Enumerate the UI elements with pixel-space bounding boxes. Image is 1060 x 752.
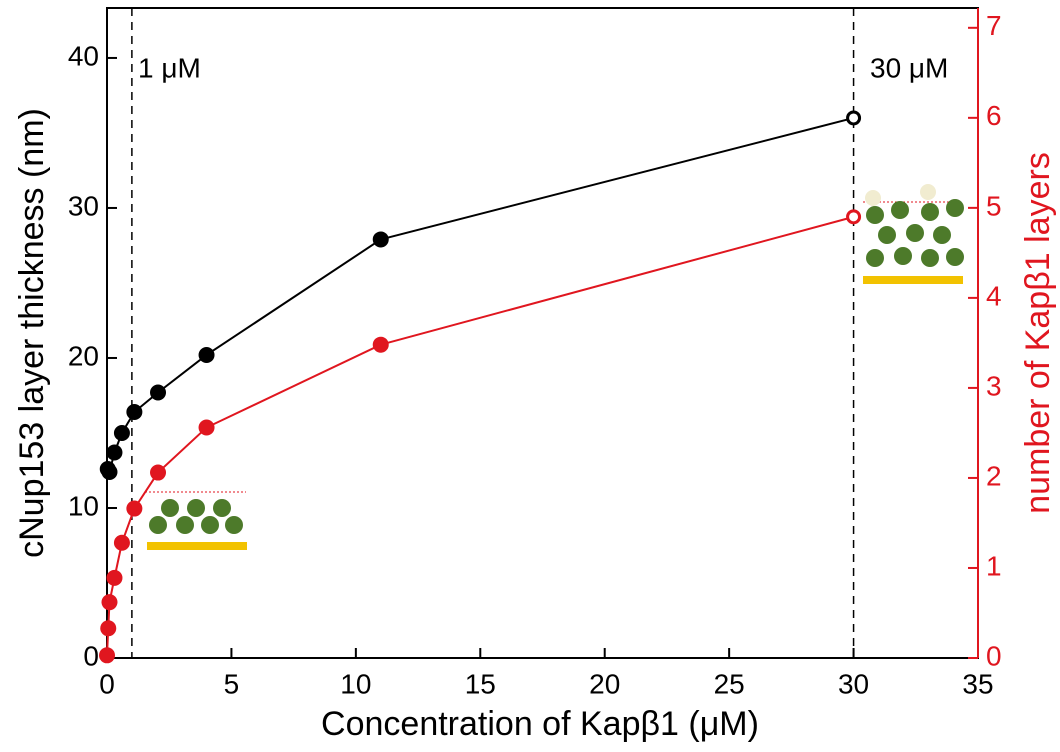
inset-particle — [213, 499, 231, 517]
inset-particle — [921, 249, 939, 267]
data-point — [101, 463, 118, 480]
y-axis-label: cNup153 layer thickness (nm) — [13, 108, 51, 558]
y2-tick-label: 4 — [986, 280, 1002, 311]
data-point — [106, 569, 123, 586]
inset-particle — [921, 203, 939, 221]
x-tick-label: 30 — [838, 668, 869, 699]
x-axis-label: Concentration of Kapβ1 (μM) — [321, 705, 759, 743]
inset-particle — [946, 199, 964, 217]
data-point — [126, 500, 143, 517]
inset-particle — [933, 226, 951, 244]
data-point — [372, 336, 389, 353]
inset-particle — [176, 516, 194, 534]
y2-tick-label: 2 — [986, 460, 1002, 491]
y2-tick-label: 7 — [986, 10, 1002, 41]
y2-tick-label: 3 — [986, 370, 1002, 401]
y-tick-label: 0 — [83, 640, 99, 671]
data-point — [99, 647, 115, 664]
inset-particle — [866, 249, 884, 267]
x-tick-label: 25 — [714, 668, 745, 699]
inset-substrate — [863, 276, 963, 284]
inset-particle — [878, 226, 896, 244]
inset-particle — [866, 206, 884, 224]
inset-particle — [187, 499, 205, 517]
y2-tick-label: 6 — [986, 100, 1002, 131]
data-point — [106, 444, 123, 461]
x-tick-label: 5 — [224, 668, 240, 699]
data-point — [372, 231, 389, 248]
data-point — [126, 403, 143, 420]
x-tick-label: 15 — [465, 668, 496, 699]
data-point — [100, 620, 117, 637]
annotation: 30 μM — [870, 52, 948, 83]
data-point — [846, 110, 862, 126]
inset-high — [863, 184, 964, 284]
inset-particle — [149, 516, 167, 534]
y2-tick-label: 5 — [986, 190, 1002, 221]
y-tick-label: 30 — [68, 190, 99, 221]
inset-particle — [201, 516, 219, 534]
y2-axis-label: number of Kapβ1 layers — [1019, 152, 1057, 514]
data-point — [150, 384, 167, 401]
data-point — [150, 464, 167, 481]
inset-particle — [906, 224, 924, 242]
y-tick-label: 40 — [68, 40, 99, 71]
x-tick-label: 10 — [340, 668, 371, 699]
data-point — [198, 419, 215, 436]
plot-frame — [106, 7, 979, 659]
inset-particle — [891, 201, 909, 219]
inset-particle — [865, 190, 881, 206]
inset-low — [145, 491, 247, 550]
annotation: 1 μM — [138, 52, 201, 83]
series-line — [106, 116, 854, 475]
y-tick-label: 20 — [68, 340, 99, 371]
y2-tick-label: 1 — [986, 550, 1002, 581]
inset-particle — [920, 184, 936, 200]
inset-particle — [225, 516, 243, 534]
inset-particle — [161, 499, 179, 517]
inset-particle — [894, 247, 912, 265]
series-line — [106, 215, 854, 656]
inset-substrate — [147, 542, 247, 550]
data-point — [198, 346, 215, 363]
x-tick-label: 0 — [99, 668, 115, 699]
y-tick-label: 10 — [68, 490, 99, 521]
data-point — [113, 534, 130, 551]
data-point — [846, 209, 862, 225]
y2-tick-label: 0 — [986, 640, 1002, 671]
inset-particle — [946, 248, 964, 266]
data-point — [101, 594, 118, 611]
x-tick-label: 35 — [962, 668, 993, 699]
x-tick-label: 20 — [589, 668, 620, 699]
data-point — [113, 424, 130, 441]
